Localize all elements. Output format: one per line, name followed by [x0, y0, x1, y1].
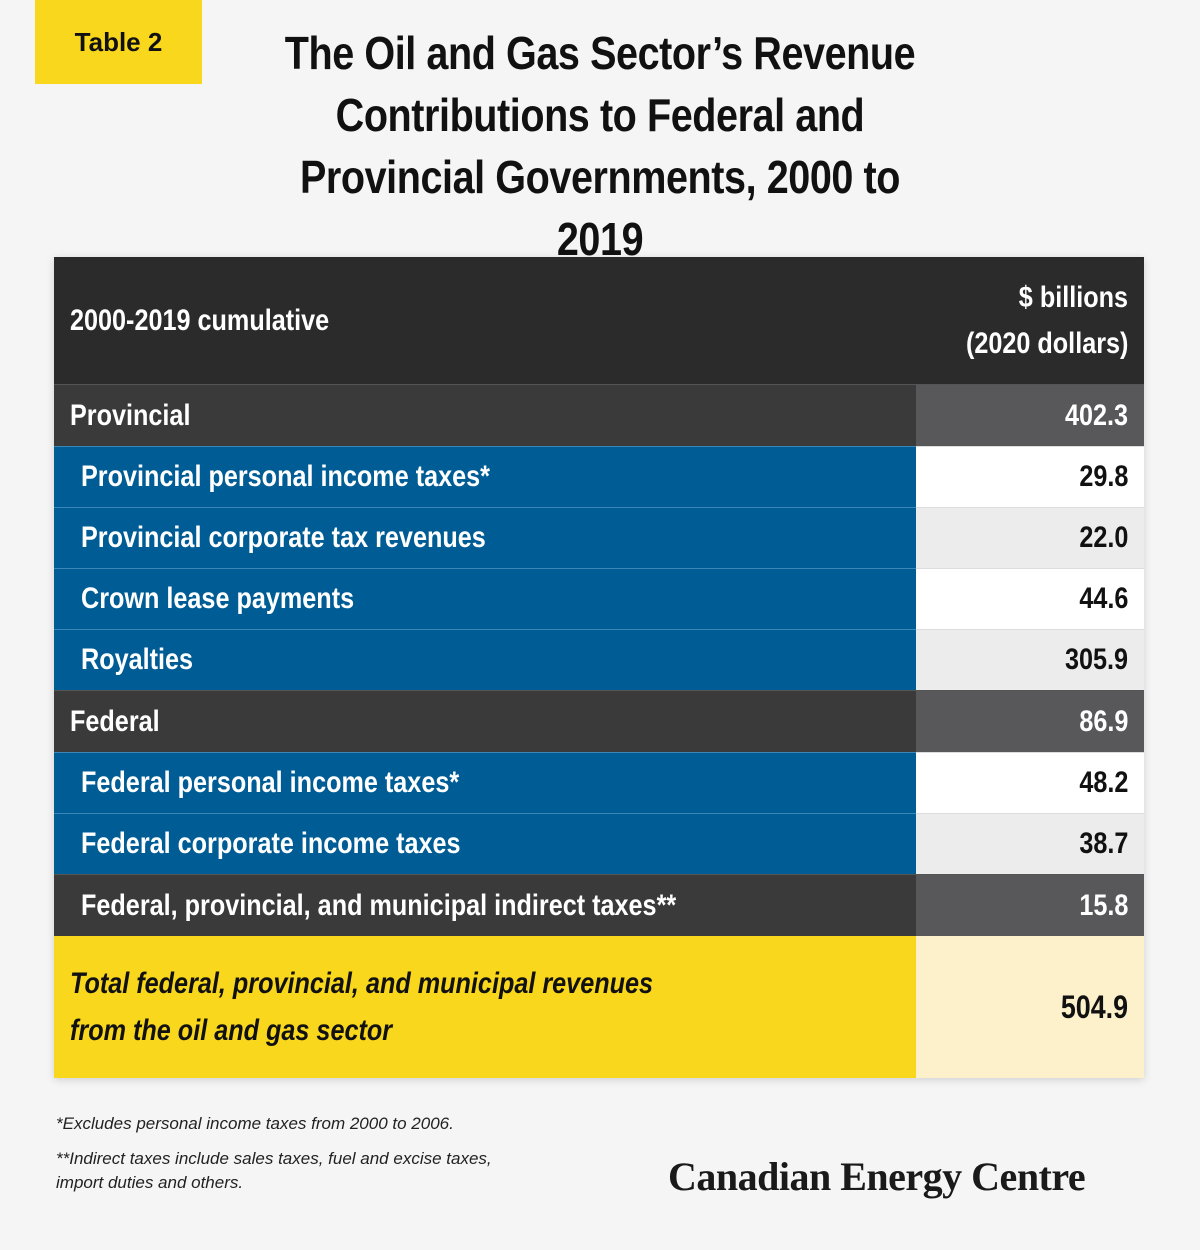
row-label: Federal, provincial, and municipal indir…	[81, 888, 677, 922]
total-label-line: Total federal, provincial, and municipal…	[70, 967, 654, 1000]
row-value: 44.6	[1078, 582, 1128, 615]
footnote-2: **Indirect taxes include sales taxes, fu…	[56, 1147, 492, 1195]
row-label-cell: Federal, provincial, and municipal indir…	[54, 875, 916, 936]
total-label-cell: Total federal, provincial, and municipal…	[54, 936, 916, 1078]
row-value-cell: 402.3	[916, 385, 1144, 446]
row-value: 38.7	[1078, 827, 1128, 860]
row-label-cell: Provincial corporate tax revenues	[54, 507, 916, 568]
row-label: Federal personal income taxes*	[81, 766, 460, 799]
footnote-1: *Excludes personal income taxes from 200…	[56, 1114, 454, 1133]
table-row: Federal corporate income taxes 38.7	[54, 813, 1144, 874]
table-row: Crown lease payments 44.6	[54, 568, 1144, 629]
header-unit-line: $ billions	[1018, 280, 1128, 314]
row-label: Federal corporate income taxes	[81, 827, 461, 860]
table-row: Royalties 305.9	[54, 629, 1144, 690]
row-label: Provincial	[70, 398, 191, 432]
row-label: Provincial personal income taxes*	[81, 460, 490, 493]
table-row-provincial: Provincial 402.3	[54, 384, 1144, 446]
table-total-row: Total federal, provincial, and municipal…	[54, 936, 1144, 1078]
row-value-cell: 86.9	[916, 691, 1144, 752]
footnote-2-line: import duties and others.	[56, 1173, 244, 1192]
row-label: Provincial corporate tax revenues	[81, 521, 486, 554]
title-line: Provincial Governments, 2000 to 2019	[299, 151, 901, 265]
total-value: 504.9	[1060, 988, 1128, 1025]
title-line: The Oil and Gas Sector’s Revenue	[284, 27, 916, 79]
table-header-row: 2000-2019 cumulative $ billions (2020 do…	[54, 257, 1144, 384]
table-row-indirect-taxes: Federal, provincial, and municipal indir…	[54, 874, 1144, 936]
table-row: Federal personal income taxes* 48.2	[54, 752, 1144, 813]
table-row: Provincial personal income taxes* 29.8	[54, 446, 1144, 507]
row-label: Crown lease payments	[81, 582, 355, 615]
row-value-cell: 38.7	[916, 813, 1144, 874]
row-value-cell: 305.9	[916, 629, 1144, 690]
row-label-cell: Crown lease payments	[54, 568, 916, 629]
row-value-cell: 15.8	[916, 875, 1144, 936]
footnote-2-line: **Indirect taxes include sales taxes, fu…	[56, 1149, 492, 1168]
row-value-cell: 29.8	[916, 446, 1144, 507]
row-value: 15.8	[1078, 888, 1128, 922]
row-label: Federal	[70, 704, 160, 738]
row-value: 86.9	[1078, 704, 1128, 738]
total-value-cell: 504.9	[916, 936, 1144, 1078]
table-row: Provincial corporate tax revenues 22.0	[54, 507, 1144, 568]
revenue-table: 2000-2019 cumulative $ billions (2020 do…	[54, 257, 1144, 1078]
row-value-cell: 22.0	[916, 507, 1144, 568]
row-label-cell: Federal personal income taxes*	[54, 752, 916, 813]
row-label-cell: Provincial personal income taxes*	[54, 446, 916, 507]
row-value-cell: 44.6	[916, 568, 1144, 629]
row-value: 48.2	[1078, 766, 1128, 799]
total-label-line: from the oil and gas sector	[70, 1014, 393, 1047]
row-label-cell: Provincial	[54, 385, 916, 446]
canadian-energy-centre-logo: Canadian Energy Centre	[668, 1154, 1086, 1199]
page-title: The Oil and Gas Sector’s Revenue Contrib…	[256, 22, 944, 270]
row-value: 29.8	[1078, 460, 1128, 493]
title-line: Contributions to Federal and	[335, 89, 865, 141]
table-row-federal: Federal 86.9	[54, 690, 1144, 752]
row-value: 402.3	[1064, 398, 1128, 432]
header-unit-line: (2020 dollars)	[965, 326, 1128, 360]
row-value: 305.9	[1064, 643, 1128, 676]
total-label: Total federal, provincial, and municipal…	[70, 960, 653, 1054]
row-label-cell: Federal corporate income taxes	[54, 813, 916, 874]
row-label-cell: Federal	[54, 691, 916, 752]
table-number-badge: Table 2	[35, 0, 202, 84]
row-label-cell: Royalties	[54, 629, 916, 690]
header-unit-cell: $ billions (2020 dollars)	[916, 257, 1144, 384]
header-label-cell: 2000-2019 cumulative	[54, 257, 916, 384]
row-label: Royalties	[81, 643, 194, 676]
row-value-cell: 48.2	[916, 752, 1144, 813]
header-label: 2000-2019 cumulative	[70, 303, 330, 337]
row-value: 22.0	[1078, 521, 1128, 554]
